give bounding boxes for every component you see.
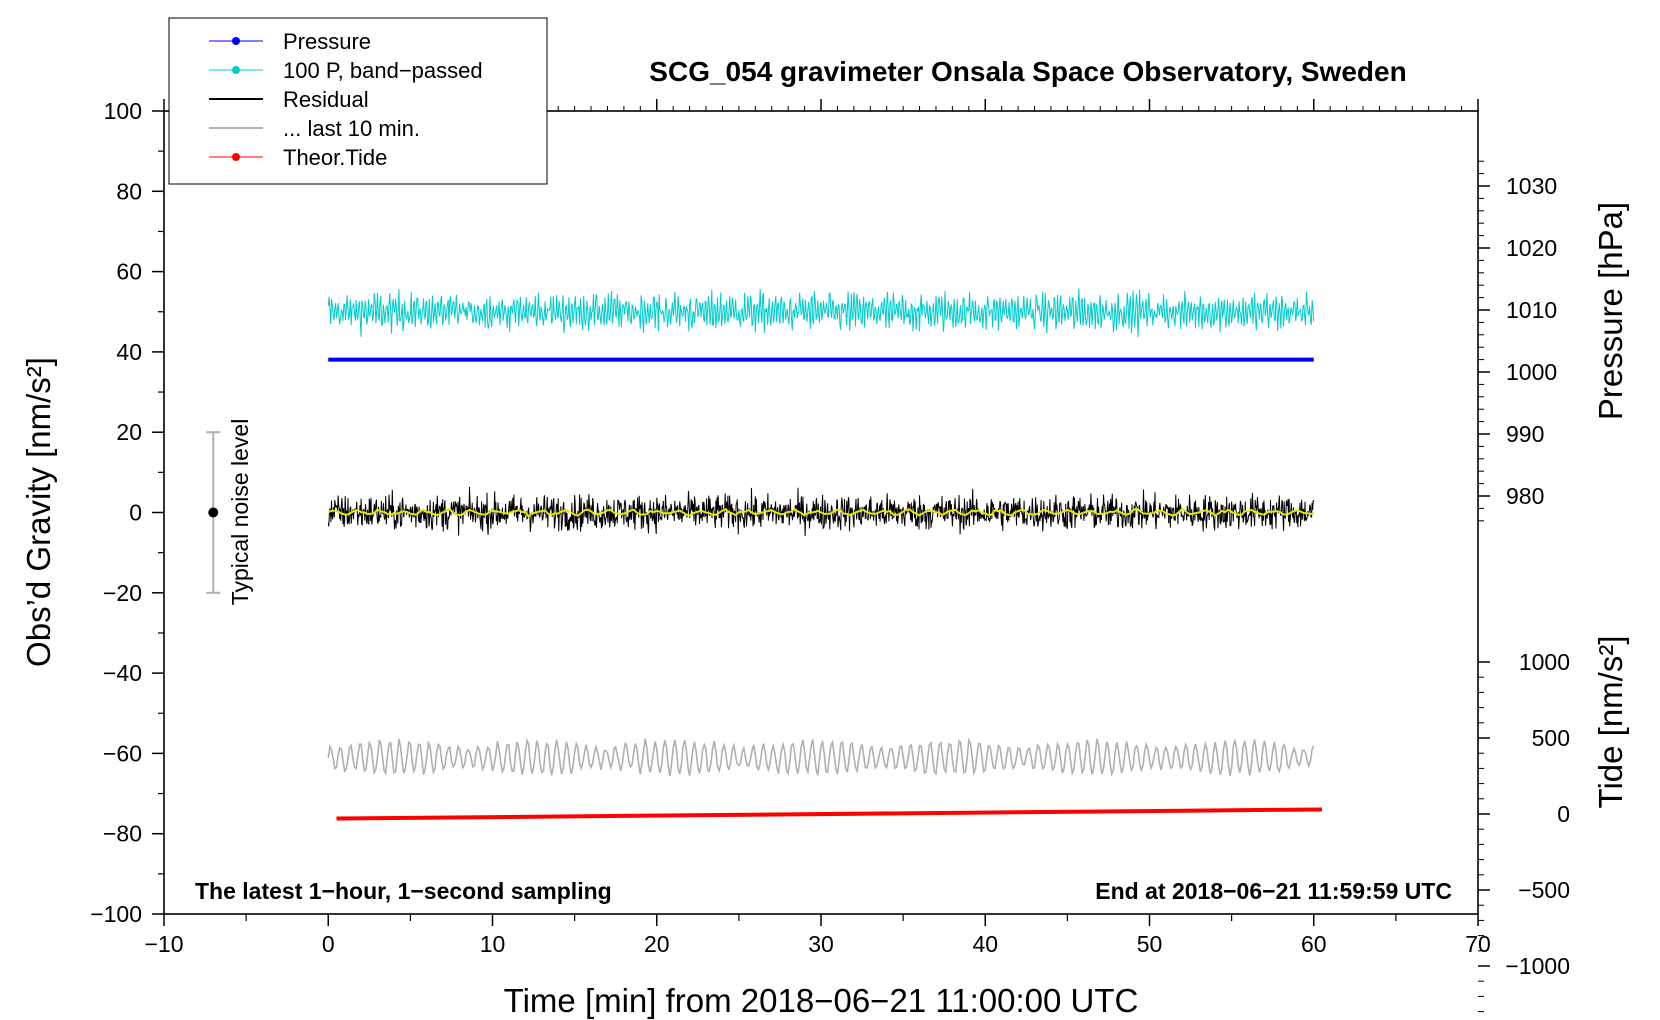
y-tick-label: −20 xyxy=(103,580,142,606)
series-residual-smoothed xyxy=(327,507,1315,519)
y-tick-label: 60 xyxy=(116,259,142,285)
axis-tick-labels: −10 0 10 20 30 40 50 60 70100806040200−20−40−60−… xyxy=(90,98,1570,979)
series-last-10-min xyxy=(327,737,1315,777)
x-tick-label: 50 xyxy=(1137,931,1163,957)
tide-tick-label: 0 xyxy=(1557,801,1570,827)
x-tick-label: 10 xyxy=(480,931,506,957)
pressure-tick-label: 980 xyxy=(1506,483,1544,509)
legend-marker xyxy=(232,66,240,74)
y-axis-title-tide: Tide [nm/s²] xyxy=(1592,636,1629,809)
x-tick-label: 40 xyxy=(972,931,998,957)
y-tick-label: −100 xyxy=(90,901,142,927)
series-layer xyxy=(327,288,1322,821)
legend: Pressure 100 P, band−passed Residual ... la… xyxy=(168,17,548,185)
legend-box xyxy=(168,17,548,185)
pressure-tick-label: 990 xyxy=(1506,421,1544,447)
pressure-tick-label: 1030 xyxy=(1506,173,1557,199)
y-tick-label: −60 xyxy=(103,740,142,766)
y-tick-label: 100 xyxy=(104,98,142,124)
noise-bar-center-dot xyxy=(208,507,219,518)
legend-label: 100 P, band−passed xyxy=(283,58,483,83)
y-tick-label: 40 xyxy=(116,339,142,365)
pressure-tick-label: 1010 xyxy=(1506,297,1557,323)
noise-bar xyxy=(206,431,221,594)
y-axis-title-left: Obs’d Gravity [nm/s²] xyxy=(20,357,57,667)
x-tick-label: 0 xyxy=(322,931,335,957)
chart-title: SCG_054 gravimeter Onsala Space Observat… xyxy=(649,56,1406,87)
x-tick-label: −10 xyxy=(144,931,183,957)
legend-label: Theor.Tide xyxy=(283,145,387,170)
y-tick-label: −40 xyxy=(103,660,142,686)
x-axis-title: Time [min] from 2018−06−21 11:00:00 UTC xyxy=(504,982,1139,1019)
bottom-right-note: End at 2018−06−21 11:59:59 UTC xyxy=(1095,878,1452,904)
tide-tick-label: −500 xyxy=(1518,877,1570,903)
tide-tick-label: −1000 xyxy=(1505,953,1570,979)
noise-label: Typical noise level xyxy=(227,419,253,606)
series-bandpassed-pressure xyxy=(327,288,1315,338)
axis-ticks xyxy=(152,99,1490,1013)
bottom-left-note: The latest 1−hour, 1−second sampling xyxy=(195,878,612,904)
y-tick-label: 20 xyxy=(116,419,142,445)
legend-marker xyxy=(232,37,240,45)
y-tick-label: 80 xyxy=(116,178,142,204)
x-tick-label: 20 xyxy=(644,931,670,957)
x-tick-label: 60 xyxy=(1301,931,1327,957)
legend-label: ... last 10 min. xyxy=(283,116,420,141)
pressure-tick-label: 1020 xyxy=(1506,235,1557,261)
pressure-tick-label: 1000 xyxy=(1506,359,1557,385)
y-axis-title-pressure: Pressure [hPa] xyxy=(1592,202,1629,420)
y-tick-label: 0 xyxy=(129,500,142,526)
x-tick-label: 70 xyxy=(1465,931,1491,957)
series-theor-tide xyxy=(336,807,1322,821)
x-tick-label: 30 xyxy=(808,931,834,957)
y-tick-label: −80 xyxy=(103,821,142,847)
legend-marker xyxy=(232,153,240,161)
legend-label: Pressure xyxy=(283,29,371,54)
tide-tick-label: 1000 xyxy=(1519,649,1570,675)
tide-tick-label: 500 xyxy=(1532,725,1570,751)
legend-label: Residual xyxy=(283,87,369,112)
